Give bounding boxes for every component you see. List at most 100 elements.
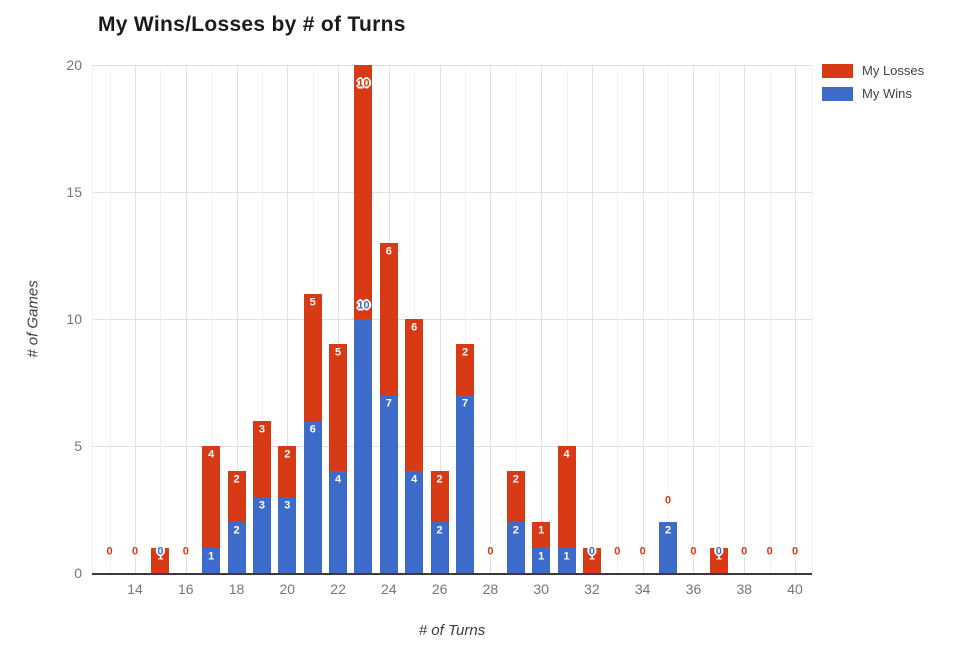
bar-segment-losses-25 [405, 319, 423, 472]
bar-segment-losses-29 [507, 471, 525, 523]
bar-value-label-wins-17: 1 [208, 550, 215, 563]
bar-segment-wins-22 [329, 471, 347, 573]
bar-value-label-losses-20: 2 [284, 448, 291, 461]
y-axis-title: # of Games [24, 280, 42, 358]
bar-segment-losses-21 [304, 293, 322, 421]
x-tick-label: 16 [177, 581, 194, 597]
bar-value-label-losses-17: 4 [208, 448, 215, 461]
bar-segment-wins-29 [507, 522, 525, 573]
bar-value-label-losses-24: 6 [385, 245, 392, 258]
vertical-gridline [211, 65, 212, 573]
bar-segment-losses-24 [380, 242, 398, 396]
x-tick-label: 28 [482, 581, 499, 597]
bar-value-label-losses-21: 5 [309, 296, 316, 309]
bar-segment-losses-19 [253, 420, 271, 497]
x-tick-label: 30 [533, 581, 549, 597]
bar-value-label-losses-16: 0 [182, 545, 189, 558]
bar-value-label-wins-24: 7 [385, 397, 392, 410]
y-tick-label: 20 [66, 57, 82, 73]
horizontal-gridline [92, 65, 812, 66]
bar-value-label-wins-27: 7 [461, 397, 469, 410]
legend-item-my-losses: My Losses [822, 63, 924, 78]
bar-segment-wins-17 [202, 547, 220, 573]
vertical-gridline [262, 65, 263, 573]
chart-title: My Wins/Losses by # of Turns [98, 13, 406, 36]
bar-value-label-losses-28: 0 [487, 545, 494, 558]
vertical-gridline [567, 65, 568, 573]
legend-swatch [822, 63, 853, 78]
bar-segment-wins-19 [253, 496, 271, 573]
vertical-gridline [719, 65, 720, 573]
bar-segment-wins-35 [659, 522, 677, 573]
x-tick-label: 26 [431, 581, 448, 597]
bar-segment-wins-24 [380, 395, 398, 573]
bar-value-label-wins-31: 1 [563, 550, 570, 563]
bar-value-label-wins-18: 2 [233, 524, 240, 537]
bar-value-label-losses-26: 2 [436, 473, 443, 486]
legend-item-my-wins: My Wins [822, 86, 924, 101]
vertical-gridline [110, 65, 111, 573]
y-tick-label: 15 [66, 184, 82, 200]
y-tick-label: 10 [66, 311, 82, 327]
vertical-gridline [592, 65, 593, 573]
plot-right-edge [812, 65, 813, 573]
x-tick-label: 36 [685, 581, 702, 597]
bar-value-label-losses-36: 0 [690, 545, 697, 558]
y-tick-label: 0 [74, 565, 82, 581]
bar-value-label-losses-13: 0 [106, 545, 113, 558]
bar-value-label-losses-34: 0 [639, 545, 646, 558]
bar-value-label-wins-23: 10 [357, 299, 370, 312]
bar-value-label-losses-37: 1 [715, 550, 722, 563]
bar-segment-losses-18 [228, 471, 246, 523]
bar-segment-losses-26 [431, 471, 449, 523]
bar-segment-wins-30 [532, 547, 550, 573]
x-tick-label: 22 [330, 581, 346, 597]
bar-value-label-losses-22: 5 [335, 346, 342, 359]
bar-segment-wins-25 [405, 471, 423, 573]
vertical-gridline [465, 65, 466, 573]
bar-value-label-losses-19: 3 [258, 423, 265, 436]
bar-value-label-losses-35: 0 [665, 494, 672, 507]
vertical-gridline [186, 65, 187, 573]
vertical-gridline [135, 65, 136, 573]
x-axis-line [92, 573, 812, 575]
bar-value-label-losses-31: 4 [563, 448, 570, 461]
vertical-gridline [693, 65, 694, 573]
bar-value-label-wins-30: 1 [538, 550, 545, 563]
bar-segment-losses-27 [456, 344, 474, 396]
bar-segment-wins-31 [558, 547, 576, 573]
horizontal-gridline [92, 192, 812, 193]
bar-value-label-wins-20: 3 [284, 499, 291, 512]
vertical-gridline [160, 65, 161, 573]
bar-value-label-losses-39: 0 [766, 545, 773, 558]
vertical-gridline [643, 65, 644, 573]
x-tick-label: 32 [584, 581, 600, 597]
bar-segment-losses-37 [710, 547, 728, 573]
bar-value-label-wins-25: 4 [411, 473, 418, 486]
x-tick-label: 34 [634, 581, 651, 597]
bar-segment-losses-22 [329, 344, 347, 472]
x-tick-label: 18 [228, 581, 245, 597]
bar-value-label-losses-15: 1 [157, 550, 164, 563]
y-tick-label: 5 [74, 438, 82, 454]
vertical-gridline [490, 65, 491, 573]
bar-value-label-losses-23: 10 [357, 77, 370, 90]
bar-segment-losses-23 [354, 65, 372, 319]
x-axis-title: # of Turns [418, 622, 486, 639]
vertical-gridline [338, 65, 339, 573]
x-tick-label: 24 [381, 581, 397, 597]
bar-segment-wins-18 [228, 522, 246, 573]
bar-value-label-wins-15: 0 [157, 545, 164, 558]
bar-segment-losses-15 [151, 547, 169, 573]
horizontal-gridline [92, 446, 812, 447]
x-tick-label: 40 [787, 581, 803, 597]
bar-value-label-losses-30: 1 [538, 524, 545, 537]
vertical-gridline [541, 65, 542, 573]
vertical-gridline [617, 65, 618, 573]
plot-left-edge [92, 65, 93, 573]
bar-value-label-losses-18: 2 [233, 473, 240, 486]
bar-segment-wins-20 [278, 496, 296, 573]
bar-segment-losses-31 [558, 446, 576, 548]
x-tick-label: 38 [736, 581, 753, 597]
